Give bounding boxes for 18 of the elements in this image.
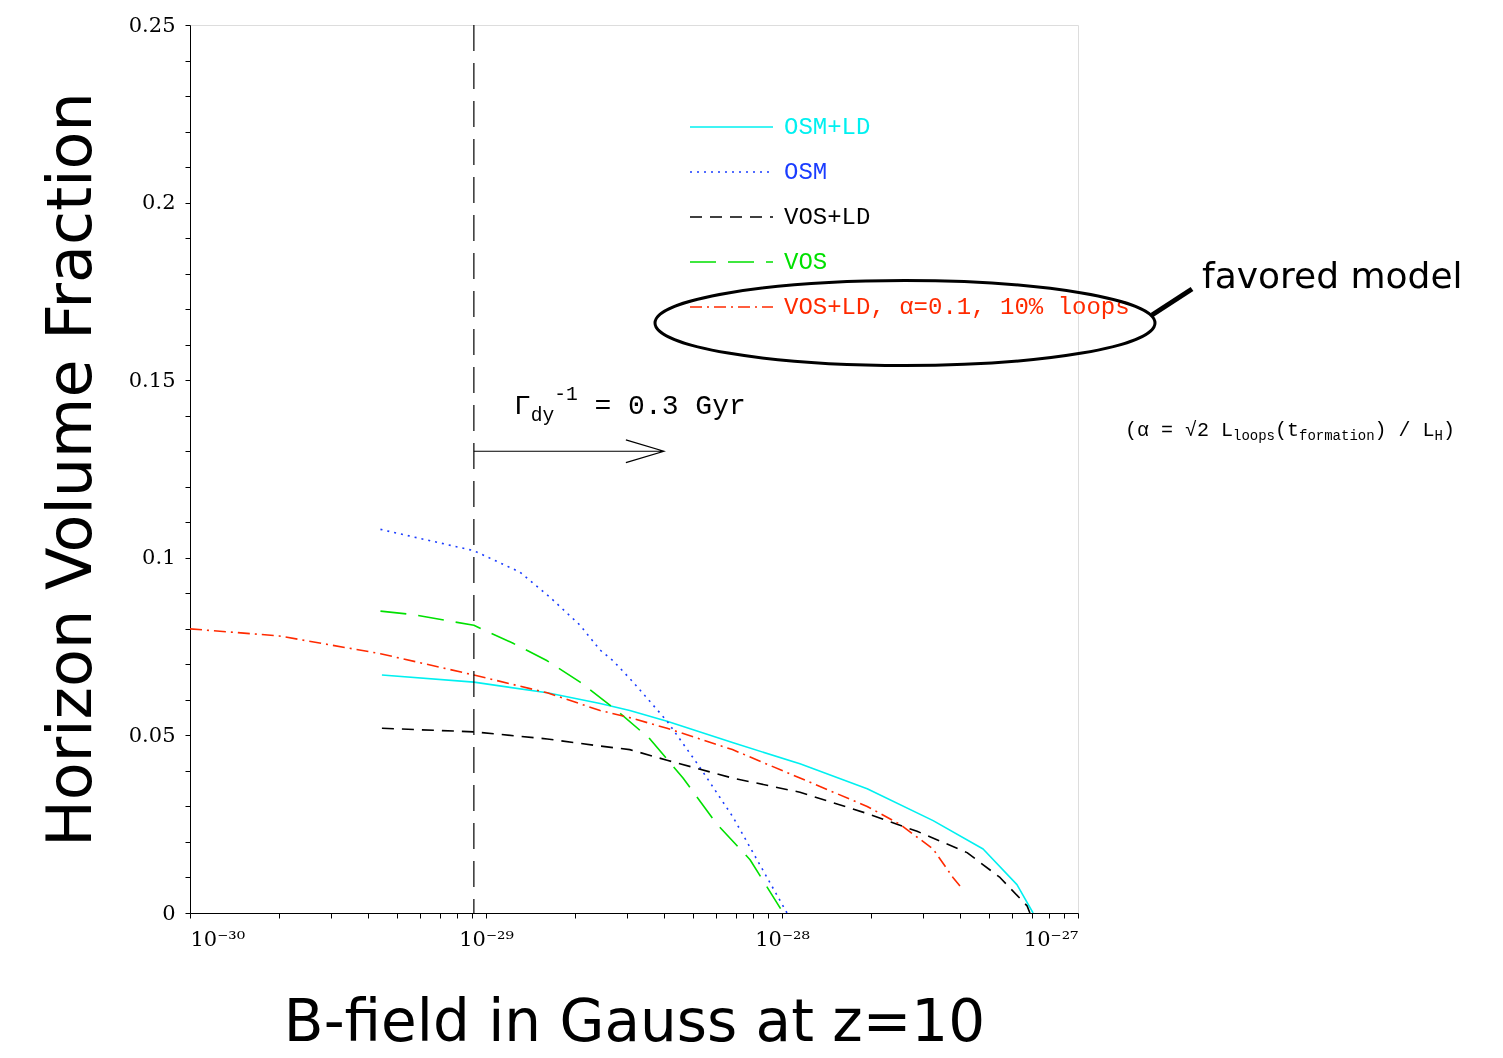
legend-label: VOS+LD, α=0.1, 10% loops <box>784 294 1130 321</box>
x-axis-title: B-field in Gauss at z=10 <box>283 986 986 1055</box>
y-tick-label: 0.25 <box>128 12 176 37</box>
x-tick-label: 10⁻³⁰ <box>190 926 246 951</box>
text: favored model <box>1202 255 1463 296</box>
y-tick-label: 0 <box>162 900 176 925</box>
y-tick-label: 0.2 <box>142 190 176 215</box>
legend-label: VOS+LD <box>784 204 871 231</box>
x-tick-label: 10⁻²⁸ <box>755 926 810 951</box>
legend-label: VOS <box>784 249 828 276</box>
y-tick-label: 0.1 <box>142 545 176 570</box>
x-tick-label: 10⁻²⁹ <box>459 926 514 951</box>
y-tick-label: 0.15 <box>128 367 176 392</box>
y-tick-label: 0.05 <box>128 722 176 747</box>
x-tick-label: 10⁻²⁷ <box>1023 926 1079 951</box>
legend-label: OSM <box>784 159 828 186</box>
legend-label: OSM+LD <box>784 114 871 141</box>
y-axis-title: Horizon Volume Fraction <box>32 92 106 847</box>
